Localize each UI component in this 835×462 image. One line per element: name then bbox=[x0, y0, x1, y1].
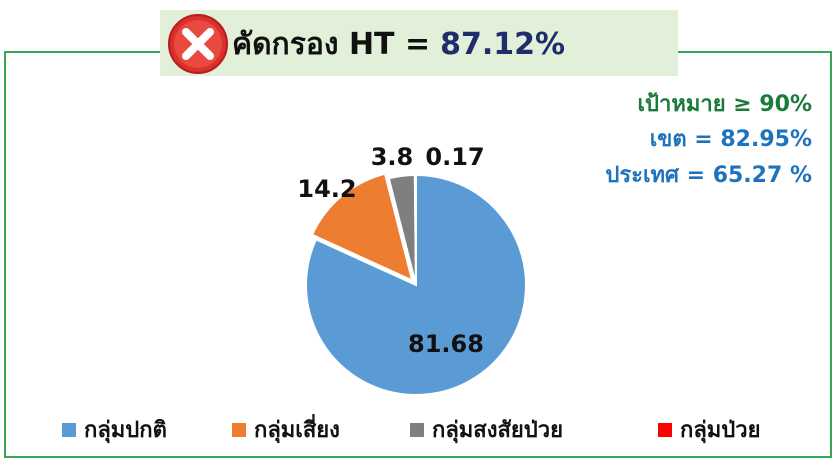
legend-label: กลุ่มป่วย bbox=[680, 418, 761, 444]
annotation: ประเทศ = 65.27 % bbox=[605, 163, 812, 188]
pie-slice bbox=[310, 172, 414, 283]
fail-icon bbox=[168, 14, 228, 74]
legend-label: กลุ่มเสี่ยง bbox=[254, 413, 340, 444]
title-text: คัดกรอง HT = bbox=[232, 27, 430, 62]
title-value: 87.12% bbox=[440, 27, 565, 62]
data-label: 0.17 bbox=[425, 143, 484, 171]
legend-swatch bbox=[62, 423, 76, 437]
annotation: เขต = 82.95% bbox=[650, 127, 812, 152]
legend-label: กลุ่มปกติ bbox=[84, 418, 167, 444]
annotation: เป้าหมาย ≥ 90% bbox=[638, 92, 813, 117]
data-label: 3.8 bbox=[371, 143, 414, 171]
title-box bbox=[160, 10, 678, 76]
legend-swatch bbox=[658, 423, 672, 437]
pie-slice bbox=[413, 173, 417, 286]
chart-title: คัดกรอง HT = 87.12% bbox=[232, 27, 565, 62]
data-label: 81.68 bbox=[408, 330, 484, 358]
data-label: 14.2 bbox=[297, 175, 356, 203]
legend-label: กลุ่มสงสัยป่วย bbox=[432, 418, 563, 444]
legend-swatch bbox=[410, 423, 424, 437]
legend-swatch bbox=[232, 423, 246, 437]
